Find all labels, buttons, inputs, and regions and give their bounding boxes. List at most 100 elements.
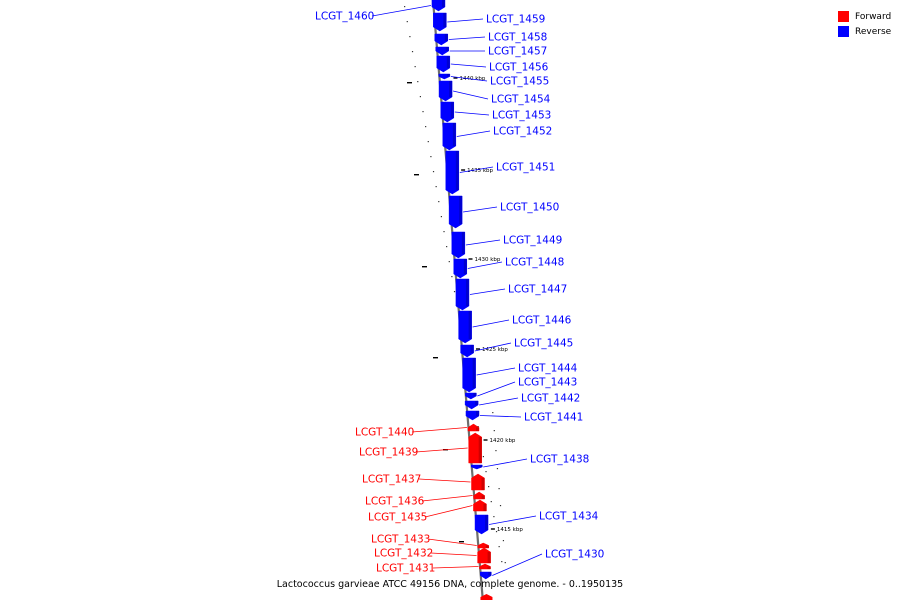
gene-glyph-lcgt_1453[interactable] [440, 101, 455, 123]
gene-label-lcgt_1454[interactable]: LCGT_1454 [491, 94, 551, 106]
gene-label-lcgt_1441[interactable]: LCGT_1441 [524, 412, 583, 424]
leader-line [483, 458, 528, 468]
leader-line [411, 427, 468, 433]
gene-glyph-lcgt_1459[interactable] [433, 12, 447, 32]
gene-label-lcgt_1448[interactable]: LCGT_1448 [505, 257, 564, 269]
gene-glyph-lcgt_1442[interactable] [464, 400, 479, 410]
gene-glyph-lcgt_1457[interactable] [435, 46, 449, 56]
gene-label-lcgt_1432[interactable]: LCGT_1432 [374, 548, 433, 560]
gene-glyph-lcgt_1450[interactable] [448, 195, 463, 229]
gene-shade [485, 515, 489, 530]
gene-glyph-lcgt_1440[interactable] [467, 423, 480, 432]
gene-glyph-lcgt_1434[interactable] [474, 514, 489, 535]
gene-label-lcgt_1451[interactable]: LCGT_1451 [496, 162, 555, 174]
gene-label-lcgt_1453[interactable]: LCGT_1453 [492, 110, 551, 122]
gene-glyph-lcgt_1456[interactable] [436, 55, 451, 73]
gene-label-lcgt_1445[interactable]: LCGT_1445 [514, 338, 573, 350]
gene-glyph-lcgt_1443[interactable] [465, 392, 477, 400]
gene-glyph-lcgt_1455[interactable] [438, 73, 451, 80]
gene-label-lcgt_1455[interactable]: LCGT_1455 [490, 76, 549, 88]
tick-label: 1415 kbp [497, 527, 523, 533]
label-layer: LCGT_1460 LCGT_1459 LCGT_1458 LCGT_1457 LCGT… [315, 11, 604, 575]
gene-label-lcgt_1450[interactable]: LCGT_1450 [500, 202, 559, 214]
gene-label-lcgt_1442[interactable]: LCGT_1442 [521, 393, 580, 405]
gene-label-lcgt_1447[interactable]: LCGT_1447 [508, 284, 567, 296]
leader-line [418, 478, 471, 483]
tick-mark [483, 439, 488, 441]
gene-glyph-lcgt_1441[interactable] [465, 410, 480, 421]
guide-dot [499, 505, 502, 507]
gene-label-lcgt_1458[interactable]: LCGT_1458 [488, 32, 547, 44]
scale-dash [407, 82, 412, 84]
guide-dot [451, 276, 453, 278]
gene-glyph-lcgt_1445[interactable] [460, 344, 474, 358]
gene-label-lcgt_1433[interactable]: LCGT_1433 [371, 534, 430, 546]
leader-line [463, 206, 498, 213]
gene-label-lcgt_1430[interactable]: LCGT_1430 [545, 549, 604, 561]
gene-label-lcgt_1437[interactable]: LCGT_1437 [362, 474, 421, 486]
gene-glyph-lcgt_1449[interactable] [451, 231, 466, 259]
gene-glyph-lcgt_1460[interactable] [431, 0, 446, 12]
guide-dot [453, 291, 456, 293]
gene-shade [445, 47, 449, 51]
leader-line [456, 130, 491, 137]
gene-shade [468, 311, 472, 339]
gene-glyph-lcgt_1436[interactable] [473, 491, 485, 500]
gene-label-lcgt_1439[interactable]: LCGT_1439 [359, 447, 418, 459]
gene-glyph-lcgt_1451[interactable] [445, 150, 460, 195]
guide-dot [482, 456, 484, 458]
gene-shade [459, 196, 463, 224]
gene-glyph-lcgt_1439[interactable] [468, 432, 482, 464]
gene-glyph-lcgt_1433[interactable] [477, 542, 490, 549]
gene-glyph-partial [480, 594, 493, 600]
gene-label-lcgt_1446[interactable]: LCGT_1446 [512, 315, 572, 327]
gene-label-lcgt_1449[interactable]: LCGT_1449 [503, 235, 562, 247]
tick-label: 1425 kbp [482, 347, 508, 353]
gene-glyph-lcgt_1458[interactable] [434, 33, 449, 46]
gene-glyph-lcgt_1431[interactable] [479, 563, 491, 570]
guide-dot [435, 186, 437, 188]
gene-label-lcgt_1460[interactable]: LCGT_1460 [315, 11, 374, 23]
legend-reverse-label: Reverse [855, 26, 892, 37]
gene-glyph-lcgt_1452[interactable] [442, 122, 457, 151]
gene-shade [441, 0, 445, 7]
gene-label-lcgt_1435[interactable]: LCGT_1435 [368, 512, 427, 524]
gene-label-lcgt_1436[interactable]: LCGT_1436 [365, 496, 425, 508]
guide-dot [417, 81, 419, 83]
gene-glyph-lcgt_1432[interactable] [477, 547, 491, 564]
gene-label-lcgt_1444[interactable]: LCGT_1444 [518, 363, 578, 375]
gene-glyph-lcgt_1444[interactable] [462, 357, 476, 393]
gene-shade [475, 411, 479, 416]
gene-label-lcgt_1440[interactable]: LCGT_1440 [355, 427, 414, 439]
gene-glyph-lcgt_1447[interactable] [455, 278, 470, 311]
leader-line [492, 553, 543, 576]
gene-label-lcgt_1456[interactable]: LCGT_1456 [489, 62, 549, 74]
gene-label-lcgt_1431[interactable]: LCGT_1431 [376, 563, 435, 575]
gene-label-lcgt_1438[interactable]: LCGT_1438 [530, 454, 589, 466]
guide-dot [438, 201, 440, 203]
gene-label-lcgt_1459[interactable]: LCGT_1459 [486, 14, 545, 26]
gene-label-lcgt_1443[interactable]: LCGT_1443 [518, 377, 577, 389]
guide-dot [425, 126, 427, 128]
gene-glyph-lcgt_1430[interactable] [480, 571, 492, 580]
guide-dot [496, 468, 499, 470]
guide-dot [443, 231, 445, 233]
gene-glyph-lcgt_1446[interactable] [458, 310, 472, 344]
gene-glyph-lcgt_1448[interactable] [453, 258, 468, 279]
tick-label: 1435 kbp [467, 168, 493, 174]
forward-swatch [838, 11, 849, 22]
guide-dot [495, 531, 498, 533]
gene-label-lcgt_1434[interactable]: LCGT_1434 [539, 511, 599, 523]
gene-label-lcgt_1457[interactable]: LCGT_1457 [488, 46, 547, 58]
leader-line [415, 447, 468, 453]
tick-mark [490, 528, 495, 530]
gene-glyph-lcgt_1454[interactable] [438, 80, 453, 102]
gene-label-lcgt_1452[interactable]: LCGT_1452 [493, 126, 552, 138]
leader-line [452, 90, 489, 100]
gene-glyph-lcgt_1438[interactable] [471, 464, 483, 470]
tick-mark [453, 77, 458, 79]
leader-line [432, 566, 479, 569]
gene-glyph-lcgt_1435[interactable] [473, 499, 487, 512]
gene-glyph-lcgt_1437[interactable] [471, 473, 485, 491]
scale-dash [433, 357, 438, 359]
